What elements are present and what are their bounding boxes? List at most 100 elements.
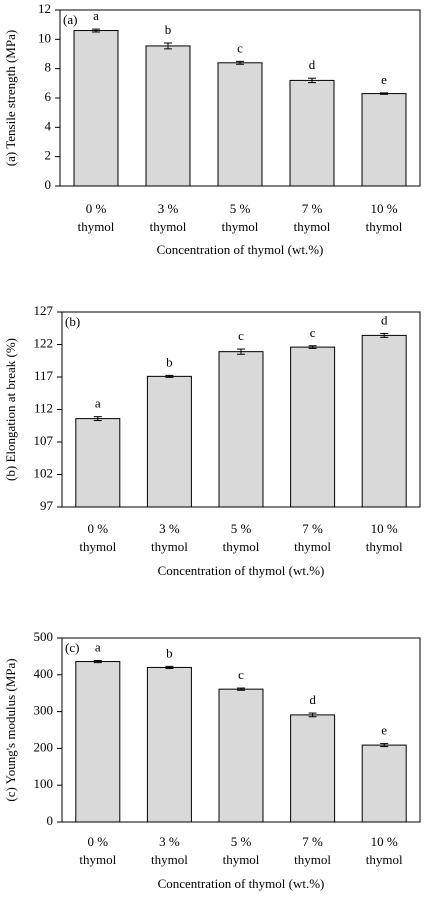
significance-letter: e	[381, 723, 387, 738]
x-tick-label: 10 %	[370, 201, 397, 216]
error-bar	[236, 60, 244, 65]
panel-label: (b)	[65, 314, 80, 329]
bar	[290, 714, 336, 823]
bar	[218, 688, 264, 823]
plot-frame	[61, 311, 421, 508]
significance-letter: d	[309, 57, 316, 72]
bar	[290, 346, 336, 508]
bar	[218, 351, 264, 508]
x-tick-label: thymol	[78, 219, 115, 234]
error-bar	[380, 92, 388, 95]
x-tick-label: thymol	[223, 852, 260, 867]
y-tick-label: 102	[34, 465, 54, 480]
error-bar	[93, 416, 102, 422]
x-tick-label: thymol	[151, 852, 188, 867]
significance-letter: a	[95, 639, 101, 654]
bar	[75, 661, 121, 823]
bar	[73, 30, 119, 187]
bar	[361, 93, 407, 187]
bar	[75, 418, 121, 508]
bar	[289, 79, 335, 187]
bar	[146, 375, 192, 508]
x-tick-label: 5 %	[230, 201, 251, 216]
error-bar	[93, 659, 102, 664]
x-tick-label: 0 %	[86, 201, 107, 216]
significance-letter: e	[381, 72, 387, 87]
y-tick-label: 0	[47, 813, 54, 828]
bar	[361, 744, 407, 823]
x-tick-label: 0 %	[88, 521, 109, 536]
x-tick-label: thymol	[294, 539, 331, 554]
error-bar	[308, 712, 317, 718]
significance-letter: b	[166, 645, 173, 660]
x-tick-label: thymol	[79, 852, 116, 867]
x-tick-label: 10 %	[371, 521, 398, 536]
x-tick-label: 3 %	[159, 521, 180, 536]
y-tick-label: 112	[34, 400, 53, 415]
x-tick-label: thymol	[366, 219, 403, 234]
error-bar	[165, 374, 174, 378]
y-tick-label: 0	[45, 177, 52, 192]
error-bar	[308, 77, 316, 84]
significance-letter: c	[238, 328, 244, 343]
bar	[145, 45, 191, 187]
y-tick-label: 127	[34, 303, 54, 318]
x-tick-label: thymol	[223, 539, 260, 554]
y-tick-label: 8	[45, 60, 52, 75]
x-tick-label: 7 %	[302, 834, 323, 849]
y-tick-label: 200	[34, 739, 54, 754]
significance-letter: c	[238, 667, 244, 682]
x-tick-label: thymol	[366, 852, 403, 867]
panel-label: (a)	[63, 12, 77, 27]
significance-letter: a	[95, 396, 101, 411]
y-tick-label: 97	[40, 498, 54, 513]
y-tick-label: 117	[34, 368, 54, 383]
y-tick-label: 107	[34, 433, 54, 448]
y-tick-label: 4	[45, 118, 52, 133]
bar	[217, 62, 263, 187]
bar	[146, 666, 192, 823]
error-bar	[380, 743, 389, 748]
plot-frame	[59, 9, 421, 187]
x-axis-title: Concentration of thymol (wt.%)	[158, 563, 325, 578]
error-bar	[92, 28, 100, 33]
y-tick-label: 12	[38, 1, 51, 16]
x-tick-label: 3 %	[158, 201, 179, 216]
y-axis-title: (a) Tensile strength (MPa)	[3, 30, 18, 166]
x-tick-label: thymol	[366, 539, 403, 554]
significance-letter: d	[381, 312, 388, 327]
y-tick-label: 2	[45, 148, 52, 163]
significance-letter: a	[93, 8, 99, 23]
error-bar	[237, 348, 245, 355]
x-tick-label: 5 %	[231, 521, 252, 536]
x-tick-label: thymol	[79, 539, 116, 554]
significance-letter: b	[165, 22, 172, 37]
x-tick-label: thymol	[294, 852, 331, 867]
y-axis-title: (c) Young's modulus (MPa)	[3, 658, 18, 801]
x-tick-label: 7 %	[302, 521, 323, 536]
error-bar	[165, 665, 174, 670]
significance-letter: b	[166, 354, 173, 369]
y-tick-label: 122	[34, 335, 54, 350]
x-tick-label: 5 %	[231, 834, 252, 849]
error-bar	[380, 332, 389, 338]
y-axis-title: (b) Elongation at break (%)	[3, 338, 18, 481]
x-tick-label: 0 %	[88, 834, 109, 849]
bar	[361, 334, 407, 508]
significance-letter: c	[310, 325, 316, 340]
panel-label: (c)	[65, 640, 79, 655]
y-tick-label: 300	[34, 703, 54, 718]
x-tick-label: thymol	[150, 219, 187, 234]
x-tick-label: 10 %	[371, 834, 398, 849]
significance-letter: d	[309, 692, 316, 707]
x-axis-title: Concentration of thymol (wt.%)	[158, 876, 325, 891]
y-tick-label: 400	[34, 666, 54, 681]
error-bar	[237, 687, 245, 691]
x-tick-label: thymol	[151, 539, 188, 554]
x-tick-label: thymol	[222, 219, 259, 234]
y-tick-label: 10	[38, 30, 51, 45]
error-bar	[308, 345, 317, 349]
x-axis-title: Concentration of thymol (wt.%)	[157, 242, 324, 257]
